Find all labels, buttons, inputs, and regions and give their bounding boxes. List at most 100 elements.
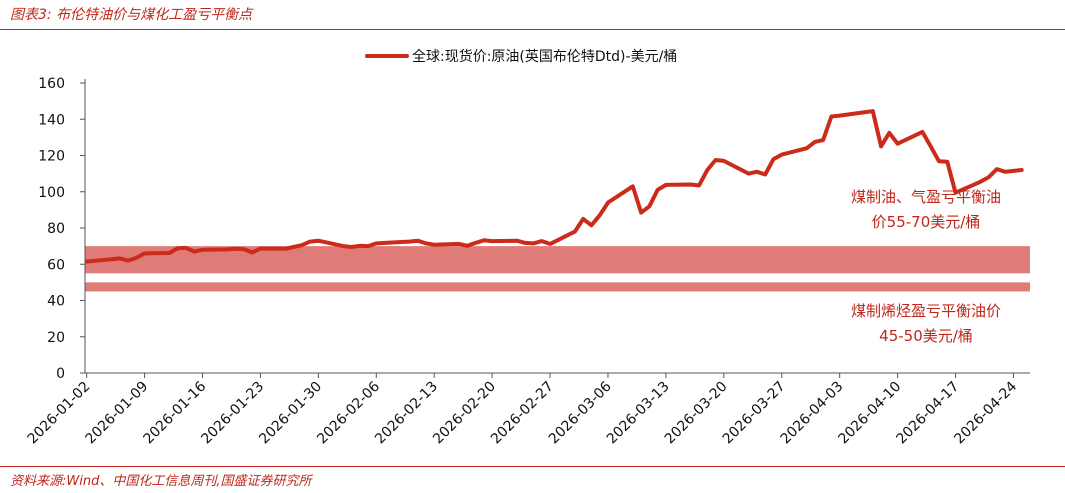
series-layer <box>84 109 1024 264</box>
data-point <box>407 240 411 244</box>
data-point <box>482 238 486 242</box>
y-tick-label: 20 <box>47 330 65 346</box>
data-point <box>548 242 552 246</box>
data-point <box>763 173 767 177</box>
data-point <box>805 146 809 150</box>
data-point <box>250 250 254 254</box>
data-point <box>126 259 130 263</box>
data-point <box>1011 169 1015 173</box>
data-point <box>465 244 469 248</box>
data-point <box>490 239 494 243</box>
data-point <box>349 245 353 249</box>
data-point <box>1003 170 1007 174</box>
data-point <box>532 241 536 245</box>
data-point <box>664 183 668 187</box>
data-point <box>474 241 478 245</box>
y-tick-label: 140 <box>38 112 65 128</box>
legend-label: 全球:现货价:原油(英国布伦特Dtd)-美元/桶 <box>412 48 677 65</box>
y-tick-label: 120 <box>38 149 65 165</box>
y-tick-label: 60 <box>47 257 65 273</box>
data-point <box>747 172 751 176</box>
data-point <box>292 245 296 249</box>
data-point <box>176 246 180 250</box>
data-point <box>1020 168 1024 172</box>
data-point <box>631 184 635 188</box>
data-point <box>258 246 262 250</box>
data-point <box>143 251 147 255</box>
band-label-2-line-2: 45-50美元/桶 <box>879 327 973 345</box>
data-point <box>647 204 651 208</box>
series-line-1 <box>84 109 1024 264</box>
data-point <box>341 244 345 248</box>
breakeven-band-2 <box>85 282 1030 292</box>
data-point <box>714 158 718 162</box>
y-tick-label: 100 <box>38 185 65 201</box>
data-point <box>722 159 726 163</box>
data-point <box>109 257 113 261</box>
brent-price-chart: 0204060801001201401602026-01-022026-01-0… <box>25 48 1030 447</box>
data-point <box>300 243 304 247</box>
data-point <box>316 239 320 243</box>
data-point <box>771 157 775 161</box>
data-point <box>920 130 924 134</box>
band-label-2-line-1: 煤制烯烃盈亏平衡油价 <box>851 302 1001 320</box>
data-point <box>978 180 982 184</box>
data-point <box>589 223 593 227</box>
data-point <box>85 260 89 264</box>
data-point <box>167 251 171 255</box>
data-point <box>523 241 527 245</box>
data-point <box>225 247 229 251</box>
data-point <box>639 211 643 215</box>
band-label-1-line-1: 煤制油、气盈亏平衡油 <box>851 188 1001 206</box>
data-point <box>598 213 602 217</box>
data-point <box>573 230 577 234</box>
chart-legend: 全球:现货价:原油(英国布伦特Dtd)-美元/桶 <box>365 48 677 65</box>
data-point <box>366 244 370 248</box>
data-point <box>606 201 610 205</box>
title-divider <box>0 29 1065 30</box>
data-point <box>374 241 378 245</box>
data-point <box>887 131 891 135</box>
data-point <box>838 114 842 118</box>
data-point <box>416 239 420 243</box>
data-point <box>424 241 428 245</box>
data-point <box>432 243 436 247</box>
band-label-1-line-2: 价55-70美元/桶 <box>872 213 981 231</box>
data-point <box>755 170 759 174</box>
y-tick-label: 160 <box>38 76 65 92</box>
data-point <box>871 109 875 113</box>
data-point <box>118 256 122 260</box>
data-point <box>242 247 246 251</box>
data-point <box>954 191 958 195</box>
data-point <box>697 183 701 187</box>
data-point <box>780 153 784 157</box>
breakeven-bands <box>85 246 1030 292</box>
data-point <box>201 248 205 252</box>
data-point <box>184 246 188 250</box>
source-note: 资料来源:Wind、中国化工信息周刊,国盛证券研究所 <box>10 474 312 489</box>
data-point <box>134 256 138 260</box>
data-point <box>515 239 519 243</box>
data-point <box>540 239 544 243</box>
y-tick-label: 40 <box>47 294 65 310</box>
data-point <box>234 247 238 251</box>
data-point <box>581 217 585 221</box>
y-tick-label: 80 <box>47 221 65 237</box>
data-point <box>896 142 900 146</box>
x-tick-label: 2026-04-24 <box>951 378 1020 447</box>
data-point <box>829 115 833 119</box>
data-point <box>689 183 693 186</box>
data-point <box>705 168 709 172</box>
data-point <box>308 240 312 244</box>
data-point <box>358 244 362 248</box>
data-point <box>192 250 196 254</box>
data-point <box>656 188 660 192</box>
footer-divider <box>0 466 1065 467</box>
data-point <box>879 144 883 148</box>
data-point <box>821 138 825 142</box>
data-point <box>937 159 941 163</box>
data-point <box>457 242 461 246</box>
figure-title: 图表3: 布伦特油价与煤化工盈亏平衡点 <box>10 7 253 23</box>
data-point <box>945 160 949 164</box>
